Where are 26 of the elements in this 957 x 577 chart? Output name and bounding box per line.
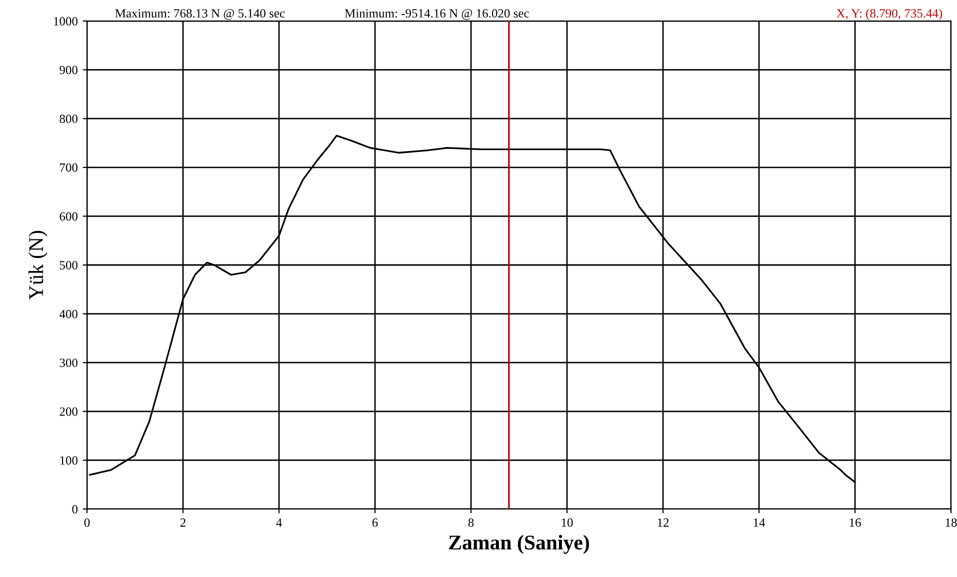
y-tick-label: 300: [60, 358, 78, 368]
y-tick-label: 0: [72, 505, 78, 514]
x-tick-label: 16: [850, 518, 861, 527]
x-tick-label: 6: [372, 518, 378, 527]
x-tick-label: 0: [84, 518, 90, 527]
y-tick-label: 100: [60, 456, 78, 465]
y-tick-label: 700: [60, 163, 78, 172]
x-tick-label: 4: [276, 518, 282, 527]
y-tick-label: 400: [59, 310, 78, 318]
y-tick-label: 200: [60, 407, 78, 416]
ref-line-label: X, Y: (8.790, 735.44): [836, 8, 942, 20]
y-tick-label: 500: [60, 261, 78, 270]
y-axis-title: Yük (N): [28, 230, 48, 300]
y-tick-label: 600: [60, 212, 78, 221]
y-tick-label: 800: [60, 114, 78, 124]
y-tick-label: 900: [60, 66, 78, 74]
y-tick-label: 1000: [54, 17, 78, 26]
text: Maximum: 768.13 N @ 5.140 sec: [115, 9, 285, 20]
x-tick-label: 12: [658, 518, 669, 527]
x-tick-label: 18: [946, 518, 957, 527]
x-tick-label: 8: [468, 518, 474, 527]
x-tick-label: 10: [562, 518, 573, 527]
text: Minimum: -9514.16 N @ 16.020 sec: [344, 9, 529, 20]
x-tick-label: 2: [180, 518, 186, 527]
x-tick-label: 14: [754, 518, 766, 527]
x-axis-title: Zaman (Saniye): [449, 534, 589, 554]
